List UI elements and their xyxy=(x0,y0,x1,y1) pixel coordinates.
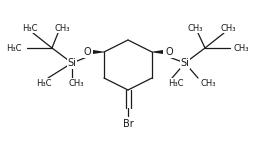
Text: CH₃: CH₃ xyxy=(187,24,203,32)
Text: H₃C: H₃C xyxy=(36,78,52,87)
Text: H₃C: H₃C xyxy=(6,44,22,52)
Polygon shape xyxy=(93,50,104,54)
Text: Si: Si xyxy=(181,58,189,68)
Text: Br: Br xyxy=(123,119,133,129)
Text: CH₃: CH₃ xyxy=(200,78,216,87)
Text: CH₃: CH₃ xyxy=(220,24,236,32)
Text: Si: Si xyxy=(68,58,76,68)
Text: CH₃: CH₃ xyxy=(54,24,70,32)
Text: H₃C: H₃C xyxy=(22,24,38,32)
Text: CH₃: CH₃ xyxy=(68,78,84,87)
Text: CH₃: CH₃ xyxy=(234,44,250,52)
Text: O: O xyxy=(165,47,173,57)
Text: O: O xyxy=(83,47,91,57)
Polygon shape xyxy=(152,50,163,54)
Text: H₃C: H₃C xyxy=(168,78,184,87)
